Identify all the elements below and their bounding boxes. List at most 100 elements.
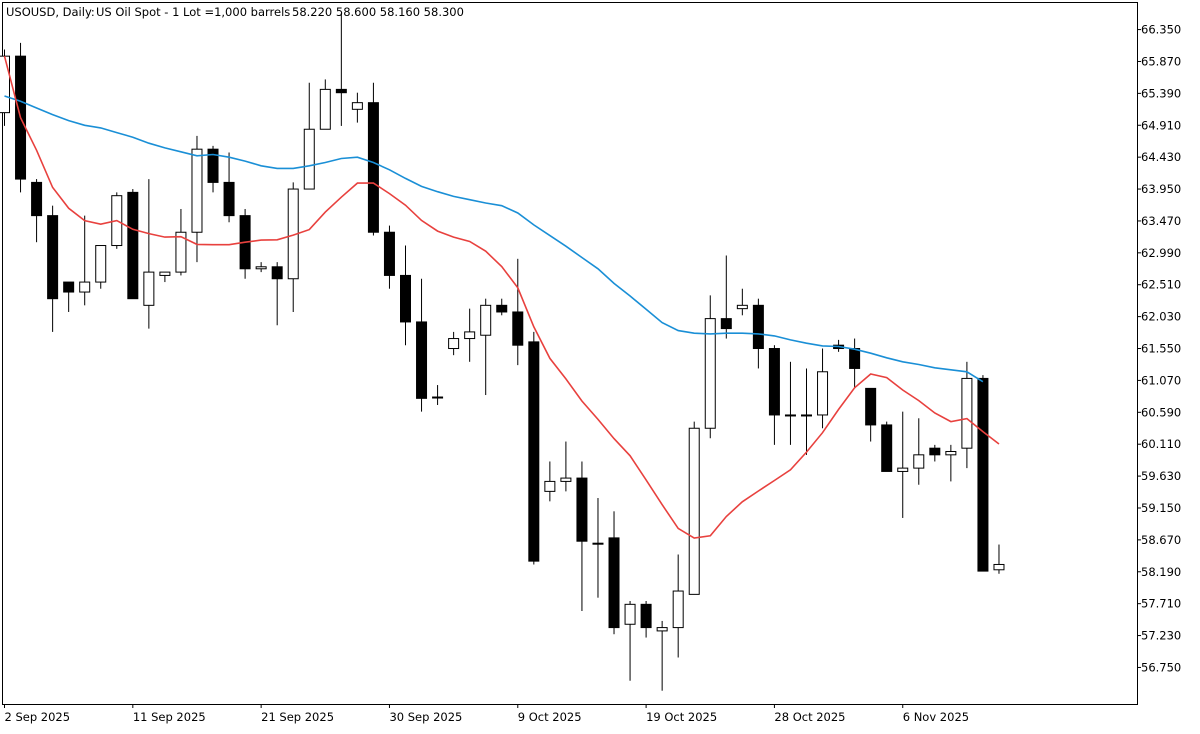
price-tick-label: 62.510 xyxy=(1141,278,1181,292)
bull-candle xyxy=(897,411,909,518)
bear-candle xyxy=(528,331,540,565)
bull-candle xyxy=(704,295,716,439)
candle-body xyxy=(913,454,925,469)
candle-body xyxy=(175,231,187,273)
candle-body xyxy=(207,148,219,183)
candle-body xyxy=(688,427,700,595)
bear-candle xyxy=(31,179,43,243)
bull-candle xyxy=(913,418,925,485)
price-tick-label: 58.670 xyxy=(1141,533,1181,547)
candle-body xyxy=(159,271,171,276)
moving-averages-layer xyxy=(3,55,1000,539)
candle-body xyxy=(95,245,107,283)
chart-title-description: US Oil Spot - 1 Lot =1,000 barrels xyxy=(96,5,290,19)
bear-candle xyxy=(608,511,620,635)
time-axis: 2 Sep 2025 11 Sep 2025 21 Sep 2025 30 Sep 2… xyxy=(4,704,969,724)
candle-body xyxy=(961,377,973,449)
candle-body xyxy=(319,88,331,130)
candle-body xyxy=(929,447,941,456)
candle-body xyxy=(0,55,10,114)
candle-body xyxy=(367,102,379,233)
moving-average-fast-line xyxy=(3,55,1000,539)
bull-candle xyxy=(560,441,572,492)
bull-candle xyxy=(961,361,973,469)
candle-body xyxy=(736,304,748,310)
bull-candle xyxy=(175,208,187,276)
bear-candle xyxy=(640,601,652,638)
candle-body xyxy=(480,304,492,336)
candle-body xyxy=(656,627,668,632)
bear-candle xyxy=(576,461,588,611)
candle-body xyxy=(801,414,812,417)
bull-candle xyxy=(656,620,668,691)
time-tick-label: 28 Oct 2025 xyxy=(774,710,845,724)
bear-candle xyxy=(929,444,941,462)
bear-candle xyxy=(47,205,59,332)
bull-candle xyxy=(592,498,604,598)
time-tick-label: 30 Sep 2025 xyxy=(389,710,462,724)
candle-body xyxy=(560,477,572,482)
bull-candle xyxy=(95,245,107,289)
price-tick-label: 60.590 xyxy=(1141,405,1181,419)
bear-candle xyxy=(127,189,139,300)
bear-candle xyxy=(239,208,251,279)
price-tick-label: 63.470 xyxy=(1141,214,1181,228)
candle-body xyxy=(63,281,75,293)
time-tick-label: 19 Oct 2025 xyxy=(646,710,717,724)
time-tick-label: 11 Sep 2025 xyxy=(133,710,206,724)
chart-title-symbol: USOUSD, Daily: xyxy=(6,5,95,19)
price-tick-label: 56.750 xyxy=(1141,660,1181,674)
candle-body xyxy=(303,128,315,190)
bull-candle xyxy=(480,298,492,396)
bull-candle xyxy=(544,461,556,502)
candle-body xyxy=(351,102,363,110)
bull-candle xyxy=(688,421,700,595)
bull-candle xyxy=(464,308,476,362)
candle-body xyxy=(432,396,444,399)
bull-candle xyxy=(303,82,315,190)
price-tick-label: 57.230 xyxy=(1141,629,1181,643)
candle-body xyxy=(881,424,893,472)
bear-candle xyxy=(63,281,75,312)
candle-body xyxy=(704,318,716,429)
bear-candle xyxy=(416,278,428,412)
bull-candle xyxy=(672,554,684,658)
bull-candle xyxy=(255,262,267,273)
bull-candle xyxy=(817,348,829,429)
candle-body xyxy=(255,266,267,270)
price-tick-label: 64.430 xyxy=(1141,150,1181,164)
price-tick-label: 57.710 xyxy=(1141,597,1181,611)
bear-candle xyxy=(881,421,893,472)
candle-body xyxy=(335,88,347,94)
bear-candle xyxy=(207,145,219,193)
candle-body xyxy=(464,331,476,340)
candle-body xyxy=(817,371,829,416)
time-tick-label: 9 Oct 2025 xyxy=(518,710,582,724)
candle-body xyxy=(865,387,877,426)
bull-candle xyxy=(624,601,636,681)
bull-candle xyxy=(736,288,748,316)
bear-candle xyxy=(768,345,780,445)
bull-candle xyxy=(79,215,91,306)
bear-candle xyxy=(865,387,877,442)
price-axis: 66.350 65.870 65.390 64.910 64.430 63.950 63.4… xyxy=(1137,23,1181,674)
bull-candle xyxy=(784,361,796,445)
candle-body xyxy=(127,191,139,300)
candle-body xyxy=(400,274,411,323)
price-tick-label: 60.110 xyxy=(1141,437,1181,451)
time-tick-label: 2 Sep 2025 xyxy=(5,710,71,724)
bear-candle xyxy=(720,255,732,339)
bull-candle xyxy=(945,444,957,482)
bull-candle xyxy=(993,544,1005,574)
bear-candle xyxy=(271,262,283,326)
time-tick-label: 21 Sep 2025 xyxy=(261,710,334,724)
bull-candle xyxy=(319,79,331,130)
candle-body xyxy=(496,304,508,313)
candle-body xyxy=(416,321,428,399)
candle-body xyxy=(528,341,540,562)
candle-body xyxy=(592,542,604,545)
candle-body xyxy=(720,318,732,330)
bull-candle xyxy=(448,331,460,356)
